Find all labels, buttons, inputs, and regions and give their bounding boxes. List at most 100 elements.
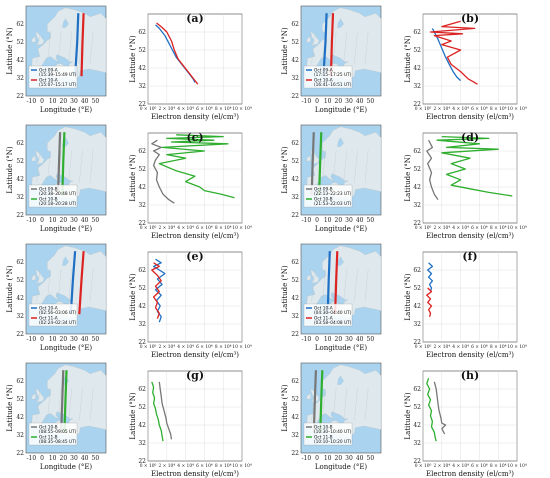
density-ytick-label: 62 [413,386,421,393]
map-border-line [36,31,41,64]
map-ylabel: Latitude (°N) [281,146,289,193]
map-xtick-label: 50 [92,98,100,105]
map-border-line [68,31,73,64]
map-xtick-label: 0 [315,217,319,224]
density-xtick-label: 6 × 10⁴ [471,225,488,231]
map-ytick-label: 62 [291,140,299,147]
density-ylabel: Latitude (°N) [404,392,412,439]
map-border-line [332,388,337,421]
map-xtick-label: 0 [40,336,44,343]
density-xtick-label: 8 × 10⁴ [215,463,232,469]
panel-letter-e: (e) [186,250,203,263]
density-xlabel: Electron density (el/cm³) [151,232,239,240]
density-ytick-label: 52 [138,404,146,411]
map-xtick-label: 20 [60,455,68,462]
legend-label: Oct 09-A [39,68,58,74]
density-xtick-label: 4 × 10⁴ [452,225,469,231]
density-xtick-label: 2 × 10⁴ [158,106,175,112]
density-ytick-label: 32 [413,202,421,209]
density-series-blue [431,28,462,82]
map-legend-box [28,184,78,208]
map-xtick-label: -10 [26,98,36,105]
density-panel-e: 0 × 10⁰ 2 × 10⁴ 4 × 10⁴ 6 × 10⁴ 8 × 10⁴ 10 × … [129,250,252,359]
density-xtick-label: 2 × 10⁴ [433,225,450,231]
density-ytick-label: 22 [138,101,146,108]
map-legend: Oct 09-B(20:38–20:48 UT)Oct 10-B(20:18–2… [28,184,78,208]
map-gulf [62,256,69,266]
legend-label: Oct 11-B [39,435,58,441]
panel-letter-g: (g) [186,369,204,382]
density-ylabel: Latitude (°N) [404,273,412,320]
map-ytick-label: 22 [16,93,24,100]
density-xtick-label: 10 × 10⁴ [232,106,252,112]
map-track-gray [60,370,65,434]
legend-label: Oct 10-B [39,197,58,203]
map-xtick-label: 20 [335,336,343,343]
map-xtick-label: 20 [335,98,343,105]
map-ylabel: Latitude (°N) [6,27,14,74]
map-border-line [36,269,41,302]
legend-label-time: (10:10–10:20 UT) [314,439,352,445]
map-land-ireland [306,274,311,281]
density-xtick-label: 4 × 10⁴ [177,463,194,469]
map-ytick-label: 42 [291,57,299,64]
map-legend-box [303,184,353,208]
density-xlabel: Electron density (el/cm³) [151,351,239,359]
map-border-line [364,150,369,183]
density-xtick-label: 6 × 10⁴ [196,344,213,350]
density-ytick-label: 32 [413,321,421,328]
density-panel-b: 0 × 10⁰ 2 × 10⁴ 4 × 10⁴ 6 × 10⁴ 8 × 10⁴ 10 × … [404,12,527,121]
legend-label: Oct 10-A [314,78,333,84]
map-xtick-label: 20 [335,455,343,462]
density-ytick-label: 22 [413,458,421,465]
map-xtick-label: 20 [60,217,68,224]
density-xlabel: Electron density (el/cm³) [426,351,514,359]
density-ytick-label: 52 [413,47,421,54]
density-ytick-label: 52 [413,285,421,292]
map-border-line [311,31,316,64]
map-xtick-label: 30 [345,98,353,105]
map-ytick-label: 62 [16,259,24,266]
map-ytick-label: 52 [291,277,299,284]
map-track-blue [74,13,80,77]
density-ytick-label: 32 [138,202,146,209]
density-ytick-label: 62 [413,29,421,36]
density-xlabel: Electron density (el/cm³) [426,113,514,121]
map-ytick-label: 52 [291,39,299,46]
map-border-line [332,150,337,183]
density-xtick-label: 8 × 10⁴ [215,106,232,112]
legend-label-time: (03:58–04:08 UT) [314,320,352,326]
map-track-red [78,251,85,315]
map-gulf [337,375,344,385]
map-land-ireland [306,155,311,162]
map-border-line [47,388,51,421]
legend-label-time: (20:18–20:28 UT) [39,201,77,207]
density-xtick-label: 2 × 10⁴ [158,463,175,469]
density-xtick-label: 4 × 10⁴ [177,225,194,231]
density-xtick-label: 0 × 10⁰ [415,344,432,350]
panel-letter-f: (f) [462,250,477,263]
map-panel-f: Oct 10-A(04:30–04:40 UT)Oct 11-A(03:58–0… [281,243,382,352]
density-ytick-label: 52 [413,404,421,411]
density-xtick-label: 0 × 10⁰ [415,225,432,231]
density-ytick-label: 22 [413,101,421,108]
legend-label: Oct 11-A [39,316,58,322]
map-xtick-label: 0 [40,98,44,105]
map-ytick-label: 32 [16,75,24,82]
density-ylabel: Latitude (°N) [129,392,137,439]
density-ylabel: Latitude (°N) [404,35,412,82]
map-border-line [89,269,94,302]
map-border-line [36,388,41,421]
density-ytick-label: 62 [413,148,421,155]
map-border-line [68,388,73,421]
density-ytick-label: 22 [413,220,421,227]
map-xtick-label: 0 [315,336,319,343]
map-ytick-label: 52 [291,158,299,165]
map-xlabel: Longitude (°E) [40,106,93,114]
map-gulf [337,18,344,28]
legend-label-time: (02:56–03:06 UT) [39,310,77,316]
map-border-line [79,150,83,183]
density-series-red [151,262,162,319]
density-ytick-label: 22 [138,220,146,227]
map-ytick-label: 22 [16,450,24,457]
